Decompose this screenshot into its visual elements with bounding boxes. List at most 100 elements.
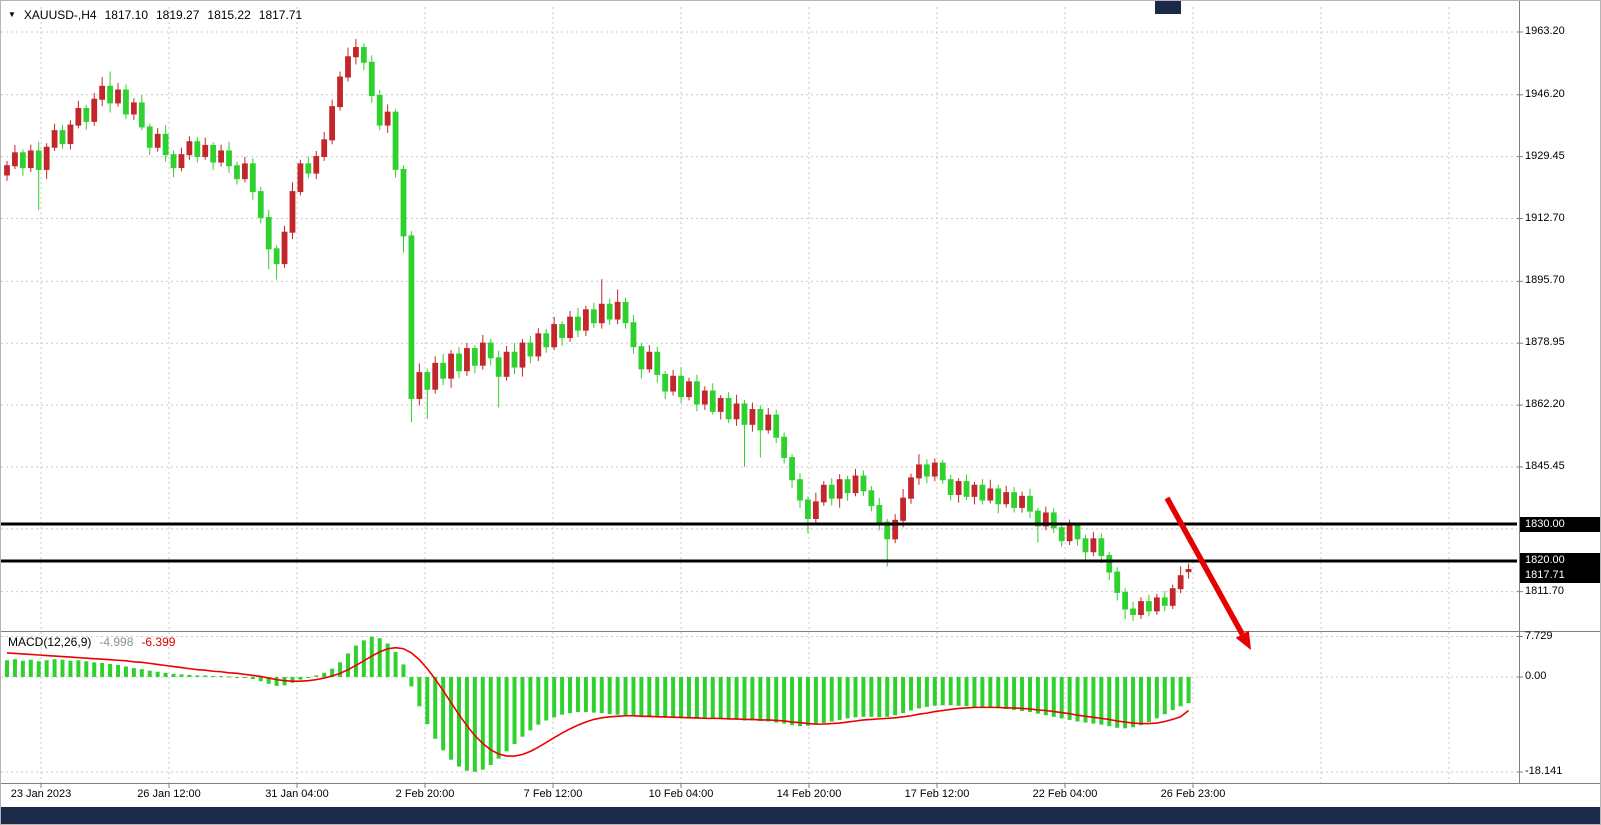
candle-body-up <box>416 372 423 399</box>
macd-bar <box>512 677 517 745</box>
macd-bar <box>108 663 113 677</box>
candle-body-down <box>495 357 502 377</box>
candle-body-down <box>305 163 312 174</box>
macd-bar <box>203 675 208 677</box>
macd-bar <box>211 675 216 677</box>
macd-bar <box>472 677 477 772</box>
candle-body-down <box>511 351 518 368</box>
candle-body-down <box>456 353 462 372</box>
macd-bar <box>1051 677 1056 717</box>
macd-bar <box>298 677 303 680</box>
macd-bar <box>599 677 604 714</box>
trend-arrow-head[interactable] <box>1235 630 1251 650</box>
trend-arrow-line[interactable] <box>1164 496 1245 636</box>
macd-bar <box>615 677 620 715</box>
candle-body-up <box>908 477 914 499</box>
candle-body-up <box>567 316 573 338</box>
candle-body-up <box>289 191 296 233</box>
macd-bar <box>258 677 263 682</box>
candle-body-up <box>1090 538 1097 553</box>
macd-bar <box>1107 677 1112 727</box>
macd-bar <box>36 661 41 677</box>
macd-bar <box>631 677 636 717</box>
candle-body-down <box>257 191 264 218</box>
macd-bar <box>790 677 795 726</box>
price-axis-label: 1895.70 <box>1525 274 1565 287</box>
candle-body-up <box>337 76 343 108</box>
time-axis-label: 26 Jan 12:00 <box>137 788 201 800</box>
macd-bar <box>322 672 327 677</box>
macd-bar <box>68 660 73 677</box>
macd-bar <box>187 674 192 677</box>
candle-body-down <box>59 130 66 145</box>
candle-body-down <box>1058 527 1065 542</box>
macd-bar <box>1178 677 1183 707</box>
macd-bar <box>1146 677 1151 723</box>
candle-body-up <box>202 144 209 157</box>
macd-bar <box>583 677 588 713</box>
price-open: 1817.10 <box>104 8 148 22</box>
candle-body-down <box>1098 538 1105 556</box>
indicator-name: MACD(12,26,9) <box>8 635 92 649</box>
macd-bar <box>956 677 961 706</box>
macd-bar <box>1154 677 1159 719</box>
price-axis-label: 1878.95 <box>1525 336 1565 349</box>
macd-bar <box>1020 677 1025 712</box>
candle-body-up <box>931 462 938 477</box>
time-axis[interactable]: 23 Jan 2023 26 Jan 12:00 31 Jan 04:00 2 Feb… <box>1 785 1517 807</box>
price-axis[interactable]: 1963.20 1946.20 1929.45 1912.70 1895.70 1878.… <box>1520 1 1600 784</box>
candle-body-down <box>630 322 637 348</box>
candle-body-up <box>1003 492 1010 505</box>
macd-bar <box>798 677 802 727</box>
macd-bar <box>1123 677 1128 729</box>
candle-body-down <box>575 316 581 331</box>
symbol-info-bar: ▼ XAUUSD-,H4 1817.10 1819.27 1815.22 181… <box>8 8 302 22</box>
macd-bar <box>980 677 985 708</box>
candle-body-up <box>321 139 328 157</box>
macd-bar <box>988 677 993 708</box>
macd-bar <box>1012 677 1017 710</box>
candle-body-down <box>741 403 748 425</box>
time-axis-label: 26 Feb 23:00 <box>1160 788 1226 800</box>
macd-bar <box>425 677 430 725</box>
macd-bar <box>782 677 787 724</box>
symbol-dropdown-icon[interactable]: ▼ <box>8 10 16 19</box>
candle-body-down <box>146 126 153 148</box>
macd-axis-label: -18.141 <box>1525 764 1563 777</box>
candle-body-up <box>115 89 121 104</box>
candle-body-up <box>313 155 320 174</box>
macd-bar <box>837 677 842 720</box>
candle-body-down <box>773 414 780 438</box>
candle-body-down <box>249 163 256 193</box>
price-axis-label: 1845.45 <box>1525 459 1565 472</box>
macd-bar <box>964 677 969 707</box>
candle-body-up <box>1185 568 1192 573</box>
candle-body-down <box>590 309 597 324</box>
macd-bar <box>845 677 850 719</box>
candle-body-down <box>979 484 986 501</box>
candle-body-down <box>757 409 764 431</box>
macd-bar <box>433 677 438 739</box>
candle-body-down <box>606 303 613 320</box>
macd-bar <box>100 662 105 677</box>
chart-shift-marker[interactable] <box>1155 1 1181 14</box>
candle-body-down <box>1161 597 1168 606</box>
macd-bar <box>5 660 9 677</box>
macd-bar <box>885 677 890 717</box>
macd-bar <box>972 677 977 707</box>
macd-bar <box>766 677 771 722</box>
candle-body-up <box>432 362 439 390</box>
macd-bar <box>909 677 914 711</box>
macd-bar <box>12 659 17 677</box>
candle-body-up <box>1138 601 1144 616</box>
macd-axis-label: 7.729 <box>1525 629 1553 642</box>
time-axis-label: 7 Feb 12:00 <box>523 788 583 800</box>
time-axis-label: 2 Feb 20:00 <box>395 788 455 800</box>
candle-body-down <box>781 436 788 459</box>
macd-bar <box>147 670 152 677</box>
price-axis-label: 1963.20 <box>1525 25 1565 37</box>
candle-body-up <box>91 98 98 122</box>
level-price-badge: 1820.00 <box>1520 553 1600 569</box>
candle-body-down <box>170 154 177 169</box>
